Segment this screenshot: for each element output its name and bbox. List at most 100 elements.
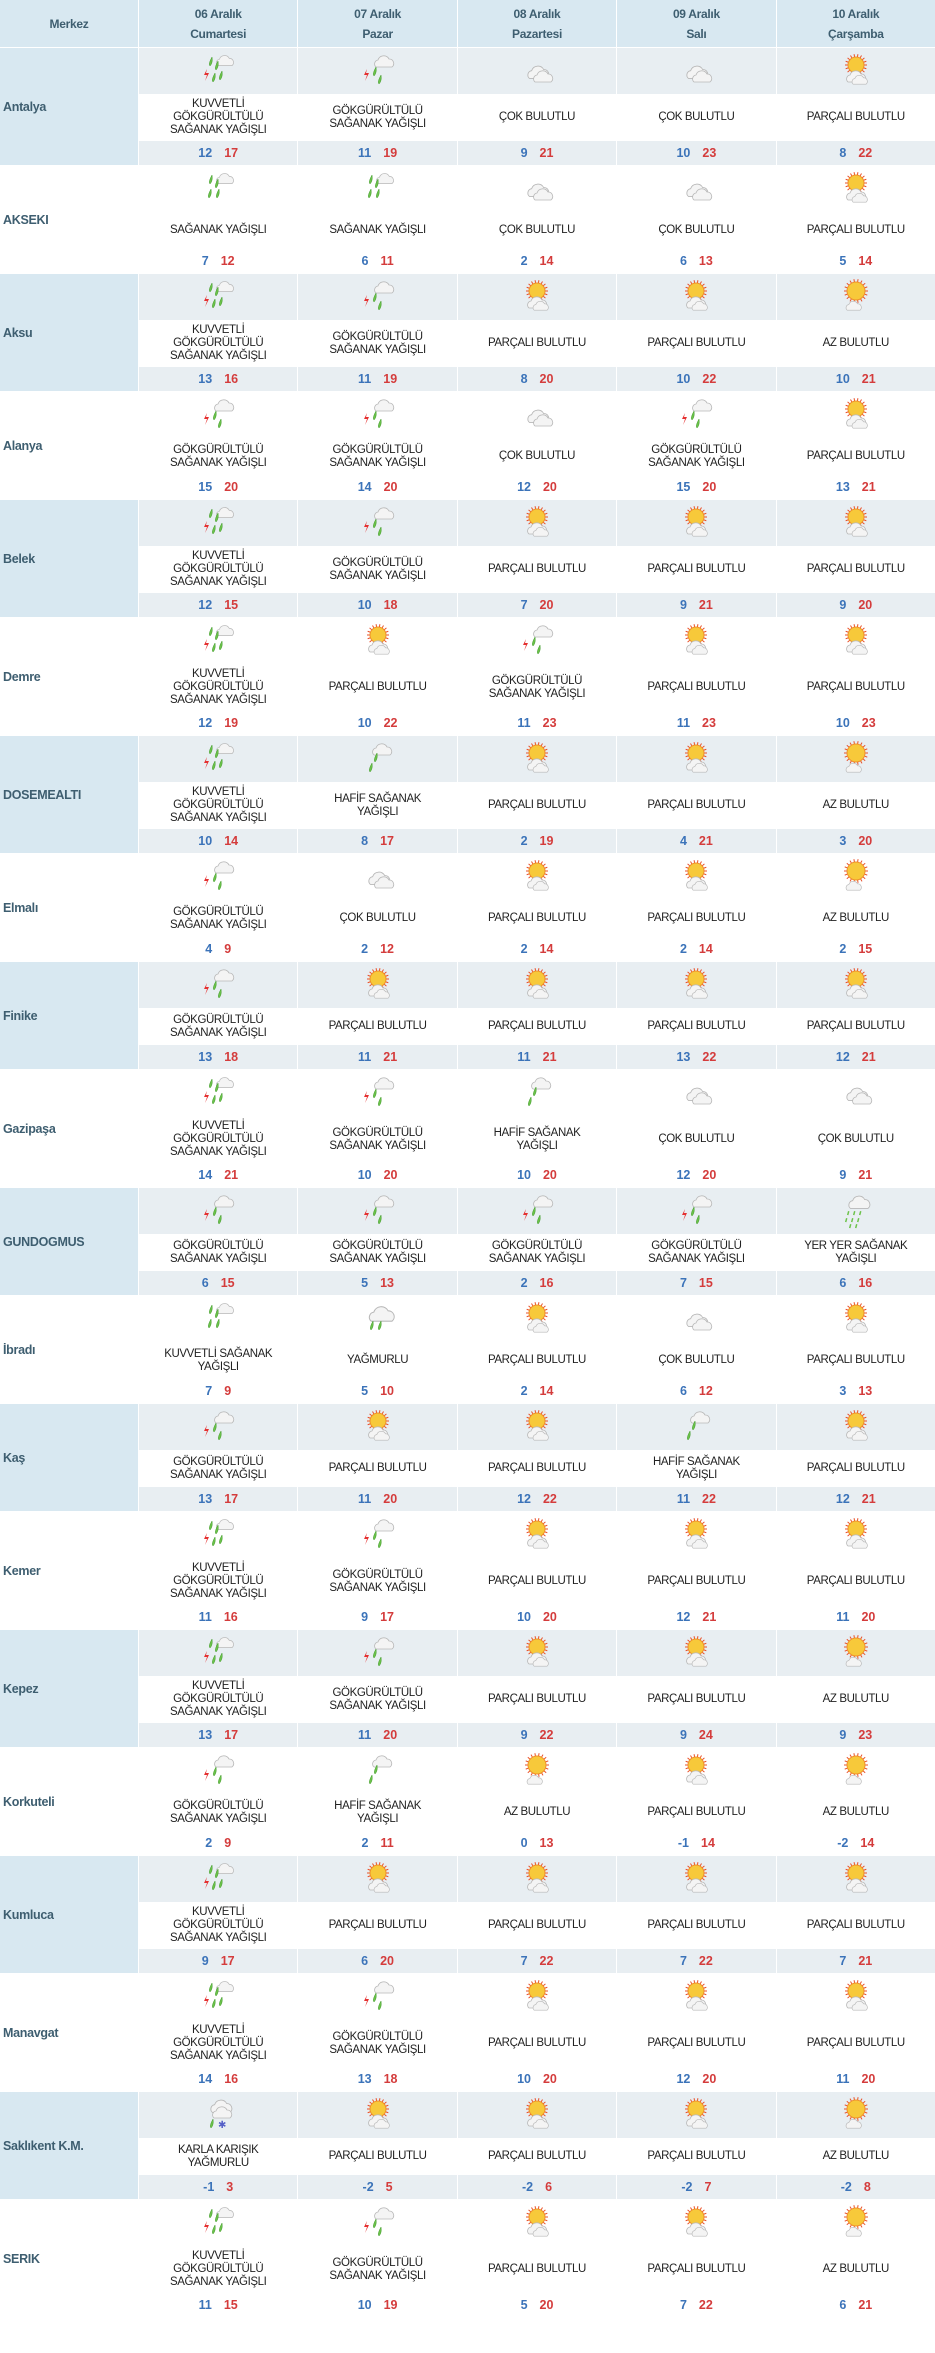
max-temperature: 9 xyxy=(224,1384,232,1398)
temperature-range: 10 20 xyxy=(458,1605,616,1629)
storm-weather-icon xyxy=(298,1188,457,1234)
forecast-cell: PARÇALI BULUTLU -2 7 xyxy=(617,2092,776,2200)
temperature-range: 10 20 xyxy=(298,1163,456,1187)
storm-heavy-weather-icon xyxy=(139,1512,297,1558)
temperature-range: 2 12 xyxy=(298,937,456,961)
partly-weather-icon xyxy=(458,2200,616,2246)
temperature-range: 3 20 xyxy=(776,829,935,853)
city-name[interactable]: Kaş xyxy=(0,1404,138,1512)
weather-description: PARÇALI BULUTLU xyxy=(328,1020,427,1032)
temperature-range: 7 22 xyxy=(617,2293,775,2317)
city-name[interactable]: Demre xyxy=(0,618,138,736)
min-temperature: 2 xyxy=(361,1836,369,1850)
weather-description: AZ BULUTLU xyxy=(822,912,890,924)
city-name[interactable]: Antalya xyxy=(0,48,138,166)
storm-weather-icon xyxy=(298,1070,456,1116)
max-temperature: 20 xyxy=(224,480,239,494)
min-temperature: 11 xyxy=(836,2072,850,2086)
temperature-range: 12 20 xyxy=(617,2067,775,2091)
forecast-cell: PARÇALI BULUTLU 2 14 xyxy=(457,1296,617,1404)
temperature-range: 12 21 xyxy=(617,1605,775,1629)
min-temperature: 2 xyxy=(839,942,847,956)
light-shower-weather-icon xyxy=(617,1404,776,1450)
forecast-cell: PARÇALI BULUTLU 12 21 xyxy=(776,1404,935,1512)
storm-weather-icon xyxy=(139,1404,298,1450)
city-name[interactable]: Korkuteli xyxy=(0,1748,138,1856)
city-name[interactable]: AKSEKI xyxy=(0,166,138,274)
weather-description: HAFİF SAĞANAK YAĞIŞLI xyxy=(334,792,421,818)
partly-weather-icon xyxy=(617,2092,776,2138)
min-temperature: 10 xyxy=(517,2072,531,2086)
partly-weather-icon xyxy=(617,500,776,546)
partly-weather-icon xyxy=(776,48,935,94)
max-temperature: 20 xyxy=(702,2072,717,2086)
max-temperature: 11 xyxy=(380,254,394,268)
temperature-range: 12 20 xyxy=(458,475,616,499)
weather-description: PARÇALI BULUTLU xyxy=(806,224,905,236)
partly-weather-icon xyxy=(776,962,935,1008)
city-name[interactable]: Elmalı xyxy=(0,854,138,962)
weather-description: PARÇALI BULUTLU xyxy=(647,1693,746,1705)
temperature-range: 2 16 xyxy=(457,1271,617,1295)
min-temperature: 6 xyxy=(839,1276,847,1290)
city-name[interactable]: Saklıkent K.M. xyxy=(0,2092,138,2200)
temperature-range: 10 21 xyxy=(776,367,935,391)
temperature-range: 7 15 xyxy=(617,1271,776,1295)
city-name[interactable]: Finike xyxy=(0,962,138,1070)
city-name[interactable]: Kepez xyxy=(0,1630,138,1748)
min-temperature: 12 xyxy=(835,1492,850,1506)
svg-text:✱: ✱ xyxy=(218,2120,226,2131)
min-temperature: 13 xyxy=(198,1492,213,1506)
min-temperature: 2 xyxy=(205,1836,213,1850)
storm-weather-icon xyxy=(457,1188,617,1234)
max-temperature: 20 xyxy=(383,1168,398,1182)
max-temperature: 18 xyxy=(383,598,398,612)
city-name[interactable]: Belek xyxy=(0,500,138,618)
forecast-cell: GÖKGÜRÜLTÜLÜ SAĞANAK YAĞIŞLI 4 9 xyxy=(139,854,298,962)
city-name[interactable]: Alanya xyxy=(0,392,138,500)
forecast-cell: PARÇALI BULUTLU 11 20 xyxy=(776,1974,935,2092)
weather-description: AZ BULUTLU xyxy=(822,337,890,349)
partly-weather-icon xyxy=(457,1404,617,1450)
weather-description: AZ BULUTLU xyxy=(822,2263,890,2275)
weather-description: AZ BULUTLU xyxy=(822,1693,890,1705)
min-temperature: 9 xyxy=(679,598,687,612)
cloudy-weather-icon xyxy=(458,392,616,438)
max-temperature: 19 xyxy=(383,146,398,160)
city-name[interactable]: Kemer xyxy=(0,1512,138,1630)
temperature-range: 9 21 xyxy=(777,1163,935,1187)
city-name[interactable]: DOSEMEALTI xyxy=(0,736,138,854)
max-temperature: 22 xyxy=(702,1050,717,1064)
forecast-cell: GÖKGÜRÜLTÜLÜ SAĞANAK YAĞIŞLI 2 16 xyxy=(457,1188,617,1296)
temperature-range: 9 24 xyxy=(617,1723,776,1747)
city-name[interactable]: SERIK xyxy=(0,2200,138,2318)
city-name[interactable]: Aksu xyxy=(0,274,138,392)
forecast-cell: GÖKGÜRÜLTÜLÜ SAĞANAK YAĞIŞLI 14 20 xyxy=(298,392,457,500)
light-shower-weather-icon xyxy=(298,1748,456,1794)
partly-weather-icon xyxy=(457,500,617,546)
forecast-cell: PARÇALI BULUTLU 7 22 xyxy=(617,1856,776,1974)
max-temperature: 22 xyxy=(383,716,398,730)
forecast-cell: GÖKGÜRÜLTÜLÜ SAĞANAK YAĞIŞLI 13 18 xyxy=(139,962,298,1070)
storm-weather-icon xyxy=(139,962,298,1008)
max-temperature: 22 xyxy=(858,146,873,160)
partly-weather-icon xyxy=(617,1974,775,2020)
weather-description: SAĞANAK YAĞIŞLI xyxy=(169,224,267,236)
header-day-3: 08 Aralık Pazartesi xyxy=(457,0,617,48)
city-name[interactable]: GUNDOGMUS xyxy=(0,1188,138,1296)
forecast-cell: PARÇALI BULUTLU 11 21 xyxy=(457,962,617,1070)
city-name[interactable]: Kumluca xyxy=(0,1856,138,1974)
city-name[interactable]: İbradı xyxy=(0,1296,138,1404)
max-temperature: 22 xyxy=(542,1492,557,1506)
storm-heavy-weather-icon xyxy=(139,274,298,320)
city-name[interactable]: Gazipaşa xyxy=(0,1070,138,1188)
max-temperature: 20 xyxy=(542,2072,557,2086)
max-temperature: 23 xyxy=(702,716,716,730)
city-name[interactable]: Manavgat xyxy=(0,1974,138,2092)
min-temperature: 12 xyxy=(198,598,213,612)
forecast-cell: HAFİF SAĞANAK YAĞIŞLI 11 22 xyxy=(617,1404,776,1512)
min-temperature: 13 xyxy=(835,480,850,494)
min-temperature: 7 xyxy=(520,1954,528,1968)
temperature-range: 11 23 xyxy=(458,711,616,735)
partly-weather-icon xyxy=(457,962,617,1008)
